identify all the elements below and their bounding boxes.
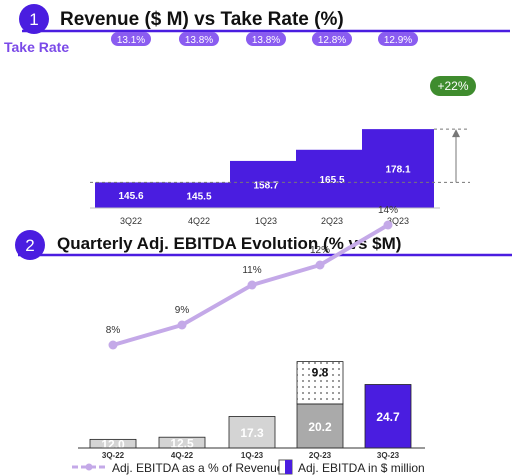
take-rate-value: 13.8%	[185, 35, 213, 46]
revenue-tick-label: 4Q22	[188, 216, 210, 226]
revenue-bar	[163, 182, 235, 208]
legend-item-pct: Adj. EBITDA as a % of Revenue	[112, 461, 284, 475]
revenue-value-label: 158.7	[253, 180, 278, 191]
section-1-number-badge	[19, 4, 49, 34]
ebitda-tick-label: 2Q-23	[309, 451, 332, 460]
legend-item-bars: Adj. EBITDA in $ million	[298, 461, 425, 475]
ebitda-pct-point	[247, 280, 257, 290]
revenue-tick-label: 3Q22	[120, 216, 142, 226]
revenue-chart: 13.1% 13.8% 13.8% 12.8% 12.9% 145.6 3Q22 145.5 4…	[90, 32, 476, 226]
ebitda-tick-label: 4Q-22	[171, 451, 194, 460]
section-2-title: Quarterly Adj. EBITDA Evolution (% vs $M…	[57, 234, 401, 253]
ebitda-tick-label: 3Q-22	[102, 451, 125, 460]
take-rate-badge	[111, 32, 151, 46]
revenue-value-label: 145.5	[186, 191, 211, 202]
legend-bar-swatch-fill	[285, 460, 292, 474]
section-2-number: 2	[25, 236, 34, 255]
take-rate-badge	[378, 32, 418, 46]
ebitda-chart: 12.03Q-22 12.54Q-22 17.3 1Q-23 20.2 2Q-23 24.7…	[78, 205, 425, 460]
take-rate-value: 12.9%	[384, 35, 412, 46]
take-rate-value: 13.8%	[252, 35, 280, 46]
ebitda-pct-point	[108, 340, 118, 350]
take-rate-label: Take Rate	[4, 39, 69, 55]
ebitda-pct-label: 14%	[378, 205, 398, 216]
ebitda-extra-segment-label: 9.8	[312, 366, 329, 380]
ebitda-value-label: 20.2	[308, 420, 332, 434]
ebitda-tick-label: 3Q-23	[377, 451, 400, 460]
ebitda-legend: Adj. EBITDA as a % of Revenue Adj. EBITD…	[72, 459, 425, 475]
section-1-header: 1 Revenue ($ M) vs Take Rate (%)	[19, 4, 510, 34]
ebitda-bar	[228, 416, 276, 449]
revenue-bar	[362, 129, 434, 208]
take-rate-badge	[246, 32, 286, 46]
ebitda-pct-label: 12%	[310, 245, 330, 256]
ebitda-tick-label: 1Q-23	[241, 451, 264, 460]
revenue-value-label: 178.1	[385, 165, 410, 176]
revenue-bar	[230, 160, 302, 208]
section-1-title: Revenue ($ M) vs Take Rate (%)	[60, 9, 344, 30]
revenue-tick-label: 1Q23	[255, 216, 277, 226]
legend-line-marker	[85, 463, 93, 471]
ebitda-bar	[364, 384, 412, 449]
revenue-value-label: 165.5	[319, 175, 344, 186]
revenue-tick-label: 2Q23	[321, 216, 343, 226]
ebitda-pct-label: 8%	[106, 325, 121, 336]
ebitda-value-label: 12.5	[170, 437, 194, 451]
revenue-bar	[296, 149, 368, 208]
ebitda-pct-label: 9%	[175, 305, 190, 316]
revenue-value-label: 145.6	[118, 191, 143, 202]
growth-badge-text: +22%	[437, 79, 468, 93]
ebitda-value-label: 24.7	[376, 410, 400, 424]
ebitda-pct-point	[315, 260, 325, 270]
ebitda-value-label: 12.0	[101, 438, 125, 452]
growth-arrow-head	[452, 129, 460, 138]
section-2-number-badge	[15, 230, 45, 260]
take-rate-badge	[179, 32, 219, 46]
ebitda-value-label: 17.3	[240, 426, 264, 440]
ebitda-pct-label: 11%	[242, 265, 261, 276]
take-rate-value: 12.8%	[318, 35, 346, 46]
growth-badge	[430, 76, 476, 96]
revenue-bar	[95, 182, 167, 208]
ebitda-pct-point	[177, 320, 187, 330]
ebitda-pct-point	[383, 220, 393, 230]
section-2-header: 2 Quarterly Adj. EBITDA Evolution (% vs …	[15, 230, 512, 260]
ebitda-bar	[296, 403, 344, 449]
ebitda-extra-segment	[296, 361, 344, 405]
take-rate-badge	[312, 32, 352, 46]
take-rate-value: 13.1%	[117, 35, 145, 46]
revenue-tick-label: 3Q23	[387, 216, 409, 226]
section-1-number: 1	[29, 10, 38, 29]
